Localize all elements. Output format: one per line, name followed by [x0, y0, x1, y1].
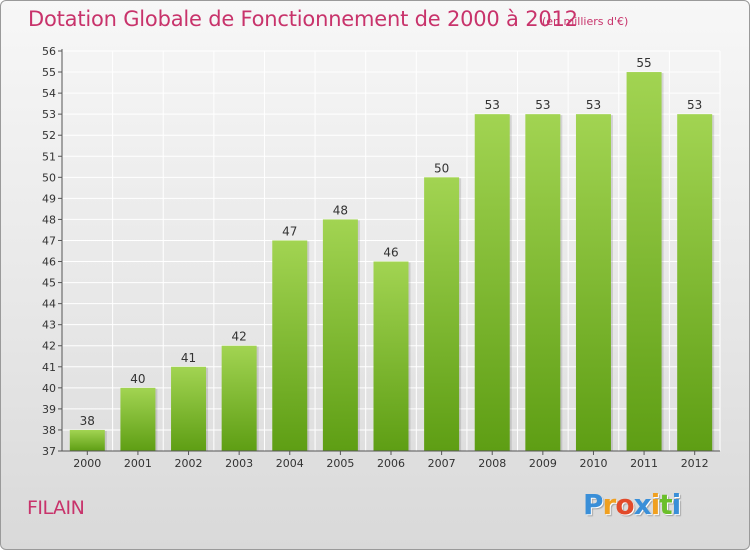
x-tick-label: 2004: [276, 457, 304, 470]
logo-letter: P: [583, 488, 604, 521]
x-tick-label: 2001: [124, 457, 152, 470]
y-tick-label: 56: [42, 45, 56, 58]
bar: [221, 345, 257, 451]
data-label: 38: [80, 414, 95, 428]
x-tick-label: 2003: [225, 457, 253, 470]
y-tick-label: 50: [42, 171, 56, 184]
data-label: 55: [636, 56, 651, 70]
y-tick-label: 48: [42, 213, 56, 226]
logo-letter: t: [659, 488, 672, 521]
bar: [474, 114, 510, 451]
commune-name: FILAIN: [27, 497, 85, 519]
bar: [575, 114, 611, 451]
data-label: 41: [181, 351, 196, 365]
data-label: 42: [232, 330, 247, 344]
x-tick-label: 2010: [579, 457, 607, 470]
data-label: 53: [687, 98, 702, 112]
bar: [424, 177, 460, 451]
logo-letter: r: [602, 488, 617, 521]
bar: [373, 261, 409, 451]
x-tick-label: 2007: [428, 457, 456, 470]
data-label: 46: [383, 246, 398, 260]
y-tick-label: 45: [42, 277, 56, 290]
logo-letter: o: [615, 488, 634, 521]
chart-unit: (en milliers d'€): [542, 15, 629, 28]
x-tick-label: 2012: [681, 457, 709, 470]
x-tick-label: 2002: [175, 457, 203, 470]
y-tick-label: 52: [42, 129, 56, 142]
x-tick-label: 2000: [73, 457, 101, 470]
y-tick-label: 51: [42, 150, 56, 163]
bar: [69, 429, 105, 451]
logo-letter: x: [633, 488, 652, 521]
bar: [322, 219, 358, 451]
x-tick-label: 2006: [377, 457, 405, 470]
y-tick-label: 41: [42, 361, 56, 374]
y-tick-label: 39: [42, 403, 56, 416]
bar: [171, 366, 207, 451]
y-tick-label: 44: [42, 298, 56, 311]
bar: [272, 240, 308, 451]
data-label: 47: [282, 224, 297, 238]
labels: 37 38 39 40 41 42 43 44 45 46 47 48 49 50 51 52 53 54 55 56…: [42, 45, 709, 470]
y-tick-label: 46: [42, 256, 56, 269]
y-tick-label: 54: [42, 87, 56, 100]
bar: [525, 114, 561, 451]
y-tick-label: 53: [42, 108, 56, 121]
x-tick-label: 2005: [326, 457, 354, 470]
y-tick-label: 40: [42, 382, 56, 395]
x-tick-label: 2009: [529, 457, 557, 470]
x-tick-label: 2011: [630, 457, 658, 470]
data-label: 48: [333, 203, 348, 217]
data-label: 40: [130, 372, 145, 386]
y-tick-label: 47: [42, 234, 56, 247]
proxiti-logo: Proxiti: [583, 488, 682, 521]
logo-letter: i: [650, 488, 661, 521]
logo-letter: i: [671, 488, 682, 521]
axes: [58, 49, 720, 455]
bar: [626, 72, 662, 451]
y-tick-label: 55: [42, 66, 56, 79]
data-label: 53: [586, 98, 601, 112]
y-tick-label: 37: [42, 445, 56, 458]
y-tick-label: 42: [42, 340, 56, 353]
y-tick-label: 49: [42, 192, 56, 205]
chart-title: Dotation Globale de Fonctionnement de 20…: [28, 7, 578, 31]
data-label: 53: [485, 98, 500, 112]
bar: [120, 387, 156, 451]
y-tick-label: 38: [42, 424, 56, 437]
data-label: 53: [535, 98, 550, 112]
bars: [69, 72, 715, 451]
y-tick-label: 43: [42, 319, 56, 332]
bar: [677, 114, 713, 451]
data-label: 50: [434, 161, 449, 175]
x-tick-label: 2008: [478, 457, 506, 470]
